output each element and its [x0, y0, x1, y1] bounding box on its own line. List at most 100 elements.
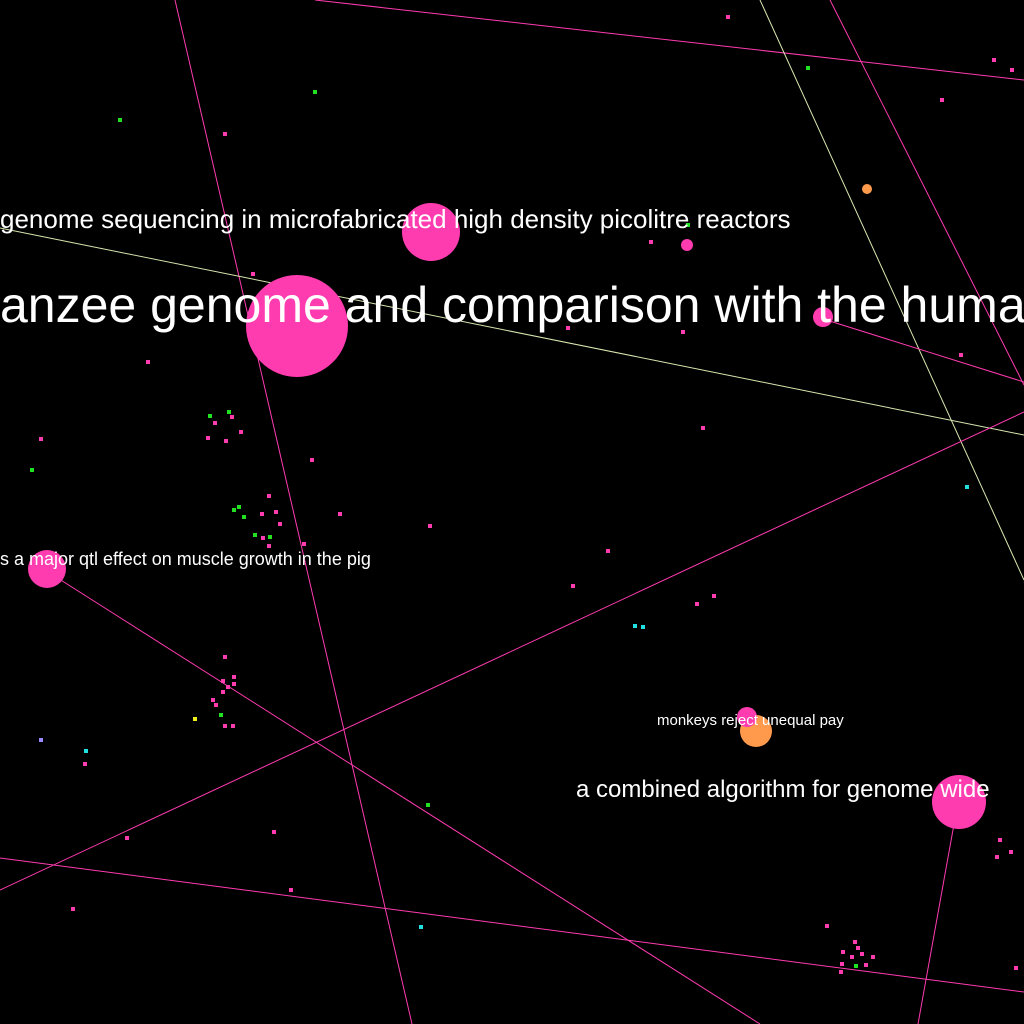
graph-node-small[interactable]: [193, 717, 197, 721]
graph-node-small[interactable]: [30, 468, 34, 472]
graph-node-small[interactable]: [959, 353, 963, 357]
graph-node-small[interactable]: [712, 594, 716, 598]
graph-node-small[interactable]: [223, 132, 227, 136]
graph-node-small[interactable]: [39, 437, 43, 441]
graph-node-small[interactable]: [860, 952, 864, 956]
graph-node-small[interactable]: [649, 240, 653, 244]
graph-node-small[interactable]: [251, 272, 255, 276]
graph-node-small[interactable]: [310, 458, 314, 462]
graph-node-small[interactable]: [965, 485, 969, 489]
graph-node-small[interactable]: [940, 98, 944, 102]
graph-node-small[interactable]: [223, 724, 227, 728]
graph-node-small[interactable]: [146, 360, 150, 364]
graph-node[interactable]: [402, 203, 460, 261]
label-genome-wide-algorithm[interactable]: a combined algorithm for genome wide: [576, 776, 990, 803]
graph-node-small[interactable]: [864, 963, 868, 967]
graph-node-small[interactable]: [850, 955, 854, 959]
graph-node-small[interactable]: [871, 955, 875, 959]
graph-node-small[interactable]: [208, 414, 212, 418]
graph-node-small[interactable]: [261, 536, 265, 540]
graph-node-small[interactable]: [231, 724, 235, 728]
graph-node[interactable]: [737, 707, 757, 727]
edge-line: [0, 227, 1024, 436]
graph-node-small[interactable]: [1009, 850, 1013, 854]
graph-node-small[interactable]: [213, 421, 217, 425]
graph-node-small[interactable]: [272, 830, 276, 834]
graph-node-small[interactable]: [267, 544, 271, 548]
graph-node-small[interactable]: [289, 888, 293, 892]
graph-node-small[interactable]: [237, 505, 241, 509]
graph-node-small[interactable]: [211, 698, 215, 702]
graph-node-small[interactable]: [426, 803, 430, 807]
graph-node-small[interactable]: [242, 515, 246, 519]
label-chimpanzee-genome[interactable]: anzee genome and comparison with the hum…: [0, 277, 1024, 333]
graph-node-small[interactable]: [841, 950, 845, 954]
graph-node-small[interactable]: [566, 326, 570, 330]
graph-node-small[interactable]: [686, 223, 690, 227]
graph-node-small[interactable]: [998, 838, 1002, 842]
graph-node-small[interactable]: [221, 690, 225, 694]
graph-node-small[interactable]: [840, 962, 844, 966]
graph-node-small[interactable]: [221, 679, 225, 683]
graph-node-small[interactable]: [428, 524, 432, 528]
graph-node-small[interactable]: [219, 713, 223, 717]
graph-node-small[interactable]: [125, 836, 129, 840]
graph-node-small[interactable]: [206, 436, 210, 440]
graph-node-small[interactable]: [641, 625, 645, 629]
graph-node[interactable]: [681, 239, 693, 251]
label-picolitre-reactors[interactable]: genome sequencing in microfabricated hig…: [0, 204, 791, 234]
graph-node-small[interactable]: [313, 90, 317, 94]
graph-node-small[interactable]: [268, 535, 272, 539]
graph-node-small[interactable]: [695, 602, 699, 606]
graph-node[interactable]: [813, 307, 833, 327]
graph-node-small[interactable]: [854, 964, 858, 968]
graph-node-small[interactable]: [853, 940, 857, 944]
graph-node-small[interactable]: [1014, 966, 1018, 970]
graph-node-small[interactable]: [239, 430, 243, 434]
graph-node-small[interactable]: [302, 542, 306, 546]
label-qtl-muscle-growth[interactable]: s a major qtl effect on muscle growth in…: [0, 549, 371, 569]
graph-node-small[interactable]: [1010, 68, 1014, 72]
graph-node[interactable]: [28, 550, 66, 588]
graph-node-small[interactable]: [71, 907, 75, 911]
graph-node-small[interactable]: [726, 15, 730, 19]
graph-node-small[interactable]: [839, 970, 843, 974]
graph-node-small[interactable]: [606, 549, 610, 553]
graph-node-small[interactable]: [701, 426, 705, 430]
graph-node-small[interactable]: [232, 508, 236, 512]
graph-node-small[interactable]: [84, 749, 88, 753]
graph-node-small[interactable]: [260, 512, 264, 516]
graph-node-small[interactable]: [825, 924, 829, 928]
graph-node-small[interactable]: [253, 533, 257, 537]
graph-node-small[interactable]: [83, 762, 87, 766]
graph-node-small[interactable]: [274, 510, 278, 514]
graph-node-small[interactable]: [278, 522, 282, 526]
labels-layer: genome sequencing in microfabricated hig…: [0, 204, 1024, 803]
graph-node-small[interactable]: [267, 494, 271, 498]
graph-node-small[interactable]: [224, 439, 228, 443]
graph-node[interactable]: [246, 275, 348, 377]
graph-node-small[interactable]: [39, 738, 43, 742]
graph-node-small[interactable]: [992, 58, 996, 62]
graph-node[interactable]: [932, 775, 986, 829]
graph-node-small[interactable]: [995, 855, 999, 859]
graph-node-small[interactable]: [419, 925, 423, 929]
edge-line: [759, 0, 1024, 581]
graph-node-small[interactable]: [232, 682, 236, 686]
graph-node-small[interactable]: [806, 66, 810, 70]
graph-node-small[interactable]: [230, 415, 234, 419]
graph-node-small[interactable]: [571, 584, 575, 588]
graph-node-small[interactable]: [232, 675, 236, 679]
graph-node-small[interactable]: [338, 512, 342, 516]
graph-node[interactable]: [862, 184, 872, 194]
graph-node-small[interactable]: [681, 330, 685, 334]
label-monkeys-unequal-pay[interactable]: monkeys reject unequal pay: [657, 712, 844, 729]
graph-node-small[interactable]: [214, 703, 218, 707]
graph-node-small[interactable]: [856, 946, 860, 950]
graph-node-small[interactable]: [633, 624, 637, 628]
graph-node-small[interactable]: [223, 655, 227, 659]
graph-node-small[interactable]: [118, 118, 122, 122]
graph-node-small[interactable]: [226, 685, 230, 689]
graph-node-small[interactable]: [227, 410, 231, 414]
